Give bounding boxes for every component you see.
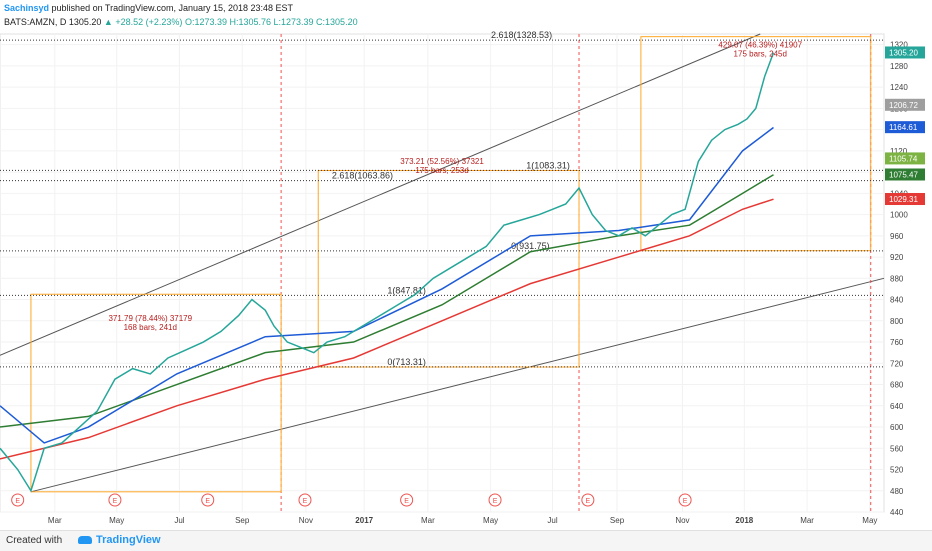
y-tick-label: 1120 [890, 147, 908, 156]
x-tick-label: Sep [610, 516, 625, 525]
price-change: +28.52 (+2.23%) [115, 17, 183, 27]
chart-header: Sachinsyd published on TradingView.com, … [0, 0, 932, 34]
y-tick-label: 800 [890, 317, 904, 326]
price-tag-label: 1164.61 [889, 123, 918, 132]
y-tick-label: 880 [890, 274, 904, 283]
earnings-marker-label: E [493, 498, 498, 505]
moving-average-line [0, 174, 774, 428]
price-tag-label: 1029.31 [889, 195, 918, 204]
measure-label: 371.79 (78.44%) 37179 [108, 314, 192, 323]
earnings-marker-label: E [15, 498, 20, 505]
x-tick-label: Sep [235, 516, 250, 525]
fib-level-label: 2.618(1063.86) [332, 171, 393, 181]
price-tag [885, 46, 925, 59]
earnings-marker-icon [400, 493, 414, 507]
fib-box [640, 36, 872, 252]
upper-channel-line [0, 33, 761, 356]
x-tick-label: Nov [675, 516, 689, 525]
publish-info: published on TradingView.com, January 15… [51, 3, 294, 13]
x-tick-label: 2017 [355, 516, 373, 525]
y-tick-label: 1000 [890, 211, 908, 220]
x-tick-label: May [483, 516, 498, 525]
price-tag-label: 1075.47 [889, 170, 918, 179]
symbol-line: BATS:AMZN, D 1305.20 ▲ +28.52 (+2.23%) O… [4, 17, 358, 27]
earnings-marker-label: E [404, 498, 409, 505]
lower-channel-line [30, 277, 885, 493]
measure-label: 373.21 (52.56%) 37321 [400, 157, 484, 166]
earnings-marker-icon [581, 493, 595, 507]
x-tick-label: Jul [547, 516, 557, 525]
price-line [0, 52, 775, 493]
earnings-marker-icon [11, 493, 25, 507]
price-chart[interactable]: 440 480 520 560 600 640 680 720 760 800 840 880 920 9… [0, 0, 932, 530]
y-tick-label: 600 [890, 423, 904, 432]
y-tick-label: 560 [890, 444, 904, 453]
x-tick-label: 2018 [735, 516, 753, 525]
y-tick-label: 440 [890, 508, 904, 517]
fib-level-label: 2.618(1328.53) [491, 30, 552, 40]
price-tag [885, 98, 925, 111]
y-tick-label: 640 [890, 402, 904, 411]
earnings-marker-label: E [683, 498, 688, 505]
fib-level-label: 0(931.75) [511, 241, 550, 251]
y-tick-label: 920 [890, 253, 904, 262]
y-tick-label: 1240 [890, 83, 908, 92]
earnings-marker-label: E [586, 498, 591, 505]
up-arrow-icon: ▲ [103, 17, 113, 27]
x-tick-label: Mar [800, 516, 814, 525]
earnings-marker-icon [201, 493, 215, 507]
y-tick-label: 720 [890, 359, 904, 368]
x-tick-label: Nov [299, 516, 313, 525]
y-tick-label: 480 [890, 487, 904, 496]
x-tick-label: Mar [421, 516, 435, 525]
x-tick-label: May [862, 516, 877, 525]
tradingview-cloud-icon [78, 536, 92, 545]
price-tag [885, 121, 925, 134]
price-tag [885, 152, 925, 165]
author-link[interactable]: Sachinsyd [4, 3, 50, 13]
ohlc-values: O:1273.39 H:1305.76 L:1273.39 C:1305.20 [184, 17, 358, 27]
footer-bar: Created with TradingView [0, 530, 932, 551]
y-tick-label: 1320 [890, 41, 908, 50]
earnings-marker-label: E [303, 498, 308, 505]
fib-box [30, 293, 282, 493]
y-tick-label: 840 [890, 296, 904, 305]
fib-level-label: 1(847.81) [387, 285, 426, 295]
moving-average-line [0, 198, 774, 460]
publish-line: Sachinsyd published on TradingView.com, … [4, 3, 293, 13]
earnings-marker-icon [678, 493, 692, 507]
last-price: 1305.20 [68, 17, 102, 27]
earnings-marker-icon [108, 493, 122, 507]
measure-bars-label: 175 bars, 253d [415, 166, 468, 175]
earnings-marker-icon [488, 493, 502, 507]
tradingview-brand: TradingView [96, 534, 161, 546]
fib-level-label: 1(1083.31) [526, 160, 570, 170]
moving-average-line [0, 126, 774, 444]
earnings-marker-label: E [205, 498, 210, 505]
tradingview-logo[interactable]: TradingView [78, 534, 161, 546]
price-tag-label: 1305.20 [889, 48, 918, 57]
y-tick-label: 760 [890, 338, 904, 347]
y-tick-label: 520 [890, 466, 904, 475]
measure-bars-label: 175 bars, 245d [734, 49, 787, 58]
earnings-marker-label: E [113, 498, 118, 505]
price-tag [885, 168, 925, 181]
x-tick-label: Mar [48, 516, 62, 525]
earnings-marker-icon [298, 493, 312, 507]
symbol-label: BATS:AMZN, D [4, 17, 67, 27]
created-with-label: Created with [6, 535, 63, 546]
y-tick-label: 680 [890, 381, 904, 390]
y-tick-label: 960 [890, 232, 904, 241]
measure-label: 429.07 (46.39%) 41907 [718, 40, 802, 49]
fib-level-label: 0(713.31) [387, 357, 426, 367]
x-tick-label: May [109, 516, 124, 525]
price-tag-label: 1105.74 [889, 154, 918, 163]
measure-bars-label: 168 bars, 241d [124, 323, 177, 332]
x-tick-label: Jul [174, 516, 184, 525]
price-tag [885, 193, 925, 206]
y-tick-label: 1280 [890, 62, 908, 71]
price-tag-label: 1206.72 [889, 101, 918, 110]
